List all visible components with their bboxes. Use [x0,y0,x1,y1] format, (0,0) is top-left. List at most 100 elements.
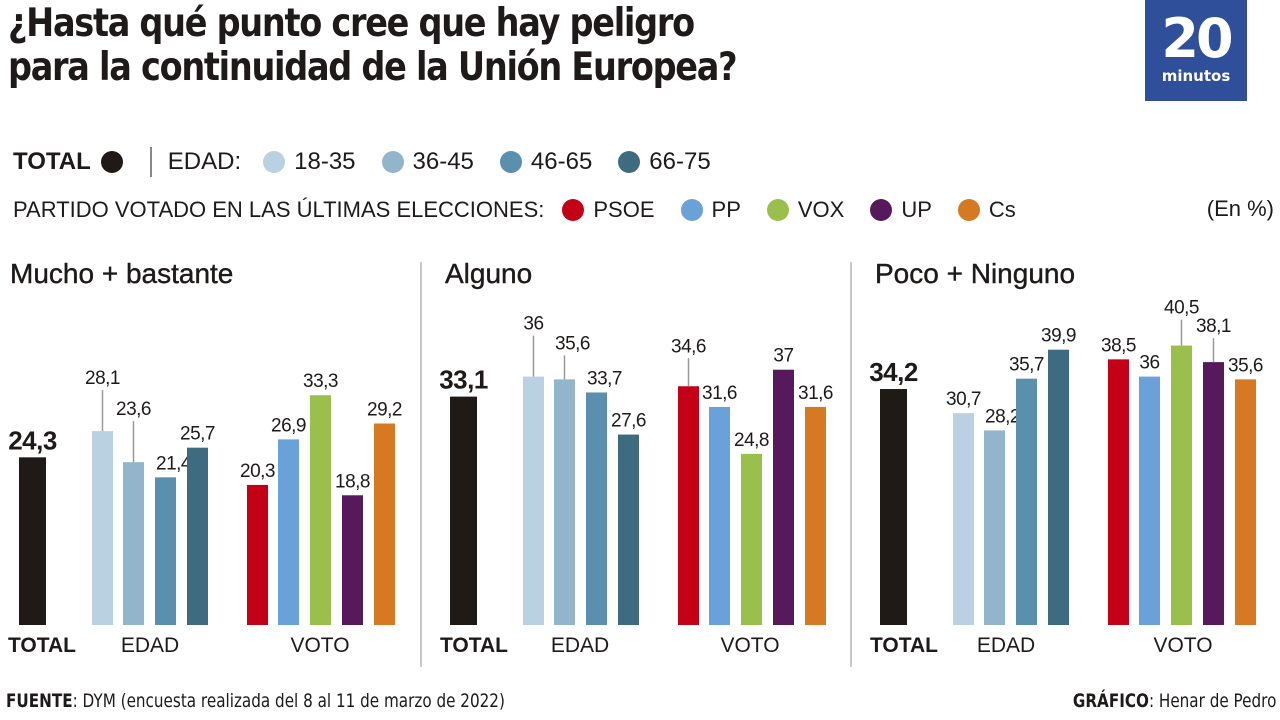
legend-divider [149,147,152,177]
bar-46-65 [1016,378,1037,625]
logo-word: minutos [1161,67,1231,85]
legend-label: 18-35 [294,148,356,175]
legend-party: PARTIDO VOTADO EN LAS ÚLTIMAS ELECCIONES… [13,194,1275,226]
value-label: 35,6 [1228,355,1263,376]
legend-label: 66-75 [649,148,711,175]
bar-TOTAL [450,396,477,625]
credit-note: GRÁFICO: Henar de Pedro [1073,690,1277,712]
legend-dot [766,199,789,221]
x-label-total: TOTAL [7,634,77,657]
value-label: 34,6 [671,336,706,357]
bar-46-65 [586,392,607,625]
x-label-voto: VOTO [1153,634,1213,657]
source-note: FUENTE: DYM (encuesta realizada del 8 al… [6,690,505,712]
legend-dot [618,151,641,173]
bar-66-75 [618,434,639,625]
credit-label: GRÁFICO [1072,690,1149,712]
x-label-voto: VOTO [290,634,350,657]
value-label: 38,5 [1101,335,1136,356]
value-label: 20,3 [240,461,275,482]
bar-VOX [741,453,762,625]
legend-item-pp: PP [680,197,741,223]
x-label-total: TOTAL [869,634,939,657]
value-label: 29,2 [367,400,402,421]
bar-PP [1139,376,1160,625]
panel-title-alguno: Alguno [445,258,533,289]
bar-Cs [374,423,395,625]
legend-total-label: TOTAL [13,148,91,175]
credit-text: : Henar de Pedro [1148,690,1276,712]
legend-item-66-75: 66-75 [618,148,711,176]
legend-label: VOX [797,197,845,222]
legend-item-cs: Cs [957,197,1016,223]
bar-66-75 [187,447,208,625]
value-label: 39,9 [1041,326,1076,347]
value-label: 40,5 [1164,298,1199,319]
bar-36-45 [554,379,575,625]
bar-36-45 [984,430,1005,625]
legend-label: PP [711,197,741,222]
x-label-edad: EDAD [976,634,1036,657]
legend-total-dot [100,151,123,173]
bar-PSOE [247,484,268,625]
bar-VOX [1171,345,1192,625]
legend-label: 36-45 [412,148,474,175]
title-line-1: ¿Hasta qué punto cree que hay peligro [8,1,695,46]
value-label: 34,2 [869,357,918,387]
bar-UP [1203,362,1224,625]
bar-18-35 [92,431,113,625]
legend-dot [870,199,893,221]
legend-edad-label: EDAD: [167,148,242,175]
value-label: 26,9 [271,415,306,436]
panel-title-mucho-bastante: Mucho + bastante [10,258,234,289]
legend-label: UP [901,197,932,222]
value-label: 31,6 [798,383,833,404]
value-label: 24,8 [734,430,769,451]
legend-dot [499,151,522,173]
value-label: 35,6 [555,333,590,354]
legend-item-vox: VOX [766,197,845,223]
x-label-voto: VOTO [720,634,780,657]
bar-PP [278,439,299,625]
value-label: 35,7 [1009,355,1044,376]
bar-PSOE [1108,359,1129,625]
value-label: 38,1 [1196,316,1231,337]
bar-46-65 [155,477,176,625]
bar-TOTAL [19,457,46,625]
value-label: 18,8 [335,471,370,492]
legend-label: 46-65 [530,148,593,175]
legend-dot [562,199,585,221]
value-label: 21,4 [156,453,192,474]
legend-label: PSOE [593,197,655,222]
bar-UP [342,495,363,625]
bar-PSOE [678,386,699,625]
source-text: : DYM (encuesta realizada del 8 al 11 de… [72,690,505,712]
value-label: 28,2 [985,406,1020,427]
bar-PP [709,406,730,625]
unit-label: (En %) [1206,196,1274,221]
legend-item-18-35: 18-35 [263,148,356,176]
bar-VOX [310,395,331,625]
legend-partido-label: PARTIDO VOTADO EN LAS ÚLTIMAS ELECCIONES… [13,197,545,222]
panel-divider [850,262,852,667]
legend-label: Cs [988,197,1016,222]
value-label: 28,1 [85,368,120,389]
legend-age: TOTAL EDAD: 18-35 36-45 46-65 66-75 [13,146,737,178]
x-label-total: TOTAL [439,634,509,657]
source-label: FUENTE [6,690,73,712]
value-label: 27,6 [611,411,646,432]
bar-66-75 [1048,349,1069,625]
20minutos-logo: 20 minutos [1145,0,1247,101]
bar-Cs [805,406,826,625]
x-label-edad: EDAD [120,634,180,657]
legend-dot [381,151,404,173]
title-line-2: para la continuidad de la Unión Europea? [8,45,738,90]
legend-item-up: UP [870,197,932,223]
value-label: 36 [1139,353,1159,374]
legend-item-psoe: PSOE [562,197,655,223]
bar-18-35 [953,413,974,625]
value-label: 37 [773,346,793,367]
bar-TOTAL [880,389,907,625]
value-label: 33,1 [439,365,488,395]
